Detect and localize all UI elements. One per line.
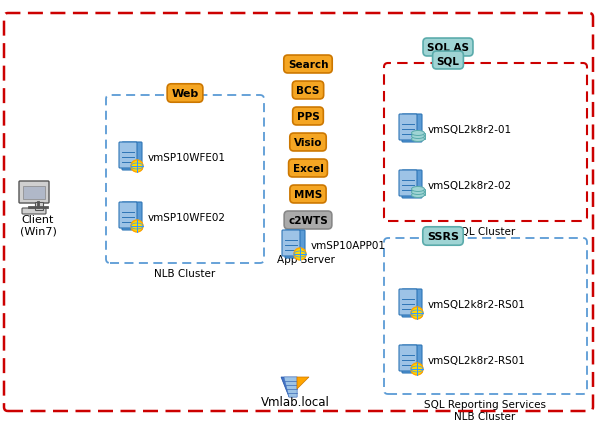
- Text: Client
(Win7): Client (Win7): [20, 214, 57, 236]
- FancyBboxPatch shape: [22, 208, 46, 214]
- Text: vmSQL2k8r2-02: vmSQL2k8r2-02: [428, 181, 512, 191]
- Ellipse shape: [411, 190, 424, 195]
- Text: vmSQL2k8r2-RS01: vmSQL2k8r2-RS01: [428, 299, 526, 309]
- Text: Vmlab.local: Vmlab.local: [260, 395, 330, 408]
- Text: vmSP10WFE02: vmSP10WFE02: [148, 213, 226, 223]
- Text: Excel: Excel: [293, 164, 324, 174]
- Text: vmSQL2k8r2-RS01: vmSQL2k8r2-RS01: [428, 355, 526, 365]
- Text: MMS: MMS: [294, 190, 322, 200]
- FancyBboxPatch shape: [399, 115, 417, 141]
- Text: vmSP10APP01: vmSP10APP01: [311, 240, 386, 250]
- Ellipse shape: [411, 131, 424, 136]
- Text: NLB Cluster: NLB Cluster: [155, 268, 216, 278]
- Text: PPS: PPS: [297, 112, 319, 122]
- Ellipse shape: [411, 187, 424, 192]
- Text: c2WTS: c2WTS: [288, 216, 328, 226]
- FancyBboxPatch shape: [282, 230, 300, 256]
- FancyBboxPatch shape: [122, 143, 142, 171]
- FancyBboxPatch shape: [35, 203, 44, 211]
- Circle shape: [131, 161, 143, 173]
- FancyBboxPatch shape: [285, 230, 305, 258]
- Text: vmSQL2k8r2-01: vmSQL2k8r2-01: [428, 125, 512, 135]
- FancyBboxPatch shape: [122, 203, 142, 230]
- Text: Visio: Visio: [294, 138, 322, 148]
- Text: vmSP10WFE01: vmSP10WFE01: [148, 153, 226, 163]
- FancyBboxPatch shape: [399, 171, 417, 197]
- Polygon shape: [281, 377, 297, 397]
- Circle shape: [411, 307, 423, 319]
- FancyBboxPatch shape: [402, 345, 422, 373]
- Text: SQL AS: SQL AS: [427, 43, 469, 53]
- FancyBboxPatch shape: [402, 289, 422, 317]
- Ellipse shape: [411, 134, 424, 139]
- Polygon shape: [284, 377, 297, 397]
- Polygon shape: [297, 377, 309, 389]
- FancyBboxPatch shape: [19, 181, 49, 204]
- FancyBboxPatch shape: [119, 143, 137, 169]
- Polygon shape: [411, 190, 424, 196]
- Text: SQL Reporting Services
NLB Cluster: SQL Reporting Services NLB Cluster: [424, 399, 546, 421]
- FancyBboxPatch shape: [399, 289, 417, 315]
- FancyBboxPatch shape: [23, 187, 45, 200]
- Text: App Server: App Server: [277, 254, 335, 264]
- Text: SQL Cluster: SQL Cluster: [454, 227, 516, 237]
- Text: Search: Search: [288, 60, 328, 70]
- Ellipse shape: [411, 193, 424, 198]
- FancyBboxPatch shape: [399, 345, 417, 371]
- Polygon shape: [411, 134, 424, 140]
- FancyBboxPatch shape: [402, 115, 422, 143]
- Text: SQL: SQL: [436, 56, 460, 66]
- Circle shape: [131, 220, 143, 233]
- FancyBboxPatch shape: [402, 171, 422, 198]
- Text: SSRS: SSRS: [427, 231, 459, 241]
- FancyBboxPatch shape: [119, 203, 137, 228]
- Ellipse shape: [411, 137, 424, 142]
- Circle shape: [411, 363, 423, 375]
- Text: Web: Web: [171, 89, 199, 99]
- Circle shape: [294, 248, 306, 260]
- Text: BCS: BCS: [296, 86, 319, 96]
